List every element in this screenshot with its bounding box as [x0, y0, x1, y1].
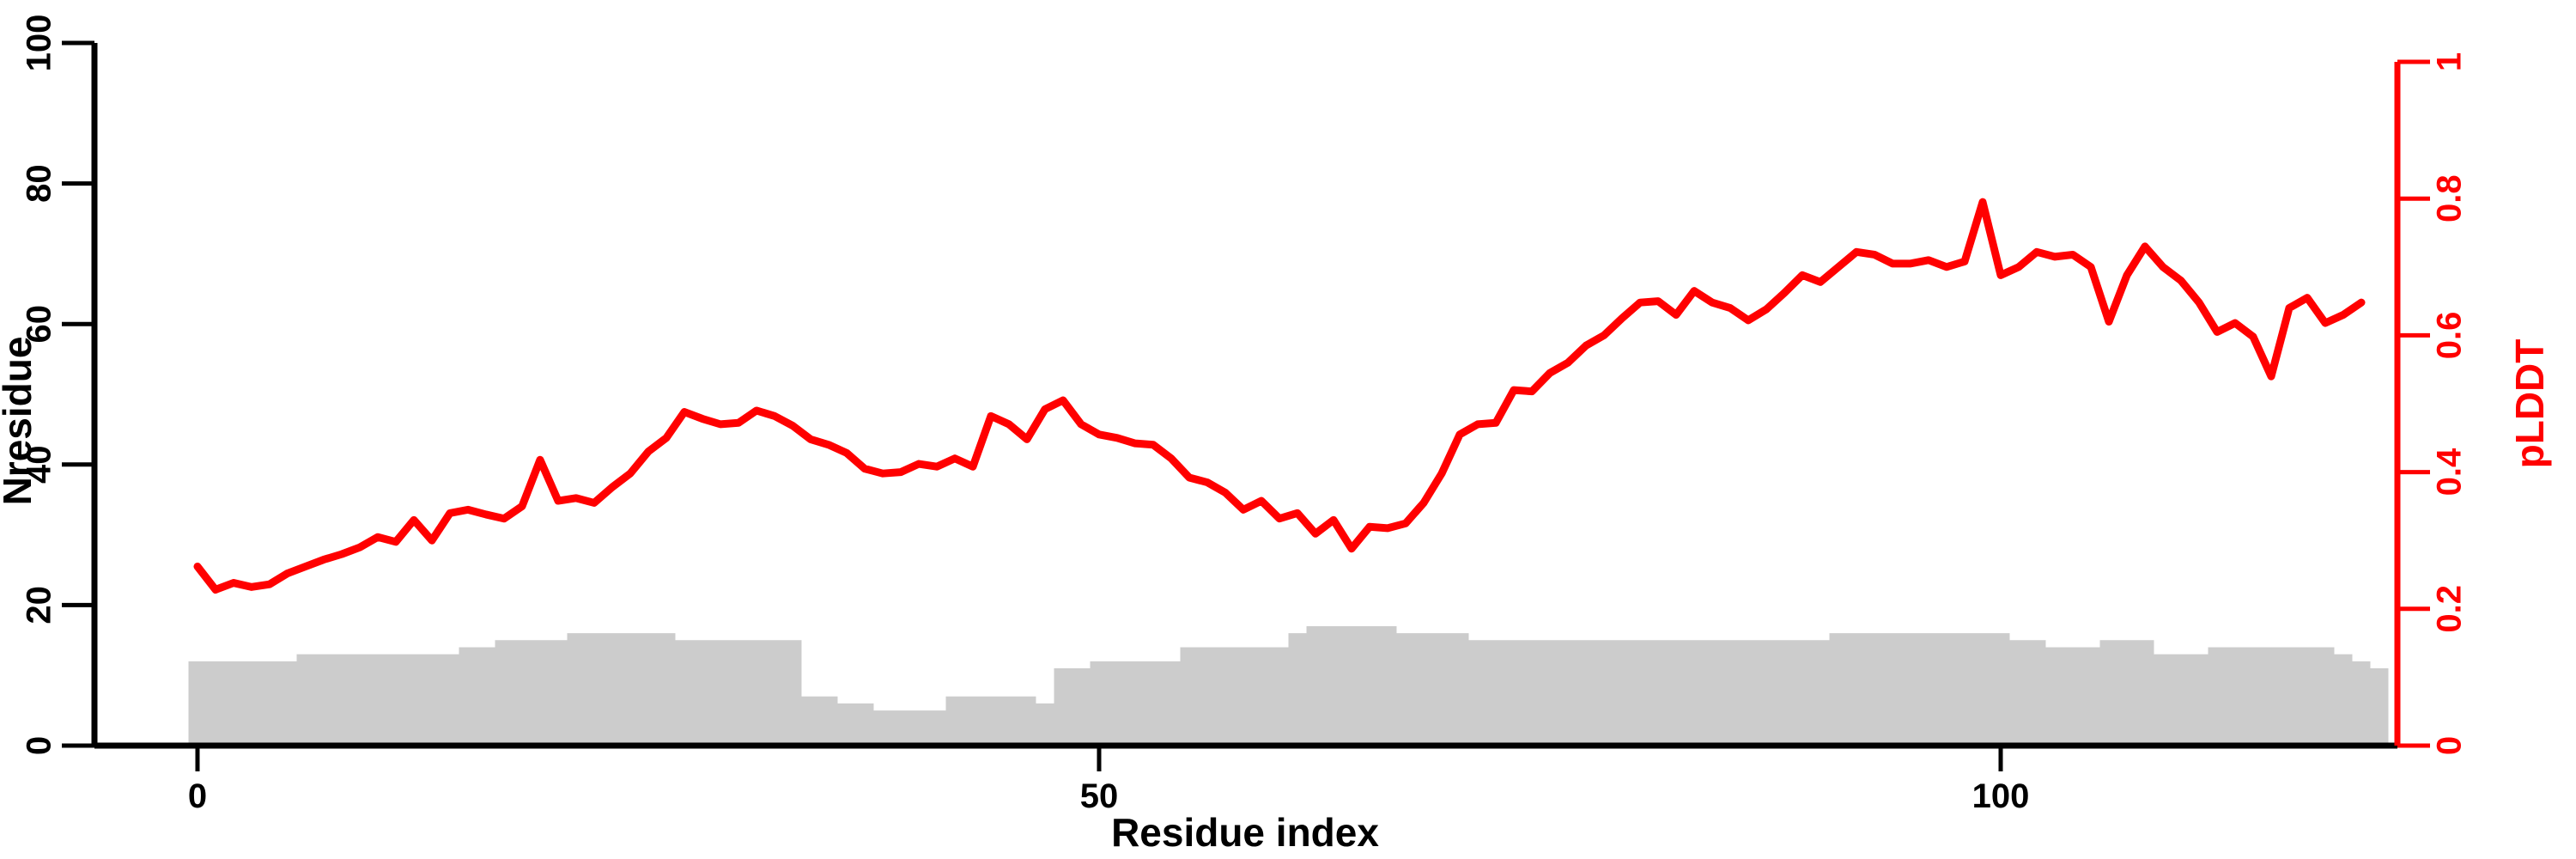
x-axis-ticks: 0 50 100: [188, 746, 2030, 815]
y2-tick-label: 0.4: [2431, 448, 2469, 496]
x-axis-title: Residue index: [1111, 810, 1379, 855]
y-tick-label: 0: [21, 736, 58, 755]
nresidue-bar-series: [188, 625, 2389, 746]
y-tick-label: 60: [21, 305, 58, 344]
x-tick-label: 100: [1972, 777, 2030, 815]
y2-tick-label: 0.6: [2431, 312, 2469, 360]
left-axis-ticks: 0 20 40 60 80 100: [21, 15, 94, 755]
right-y-axis: 0 0.2 0.4 0.6 0.8 1: [2394, 52, 2469, 755]
y-tick-label: 20: [21, 586, 58, 624]
y-axis-title: Nresidue: [0, 337, 39, 506]
x-axis: 0 50 100: [94, 742, 2397, 815]
y-tick-label: 40: [21, 446, 58, 484]
plddt-line-series: [193, 198, 2366, 594]
y2-tick-label: 0: [2431, 736, 2469, 755]
y2-tick-label: 0.2: [2431, 585, 2469, 633]
y2-axis-title: pLDDT: [2507, 339, 2552, 469]
left-y-axis: 0 20 40 60 80 100: [21, 15, 98, 755]
y-tick-label: 80: [21, 164, 58, 203]
x-tick-label: 0: [188, 777, 207, 815]
y-tick-label: 100: [21, 15, 58, 72]
y2-tick-label: 0.8: [2431, 174, 2469, 222]
right-axis-ticks: 0 0.2 0.4 0.6 0.8 1: [2397, 52, 2469, 755]
y2-tick-label: 1: [2431, 52, 2469, 71]
x-tick-label: 50: [1080, 777, 1119, 815]
